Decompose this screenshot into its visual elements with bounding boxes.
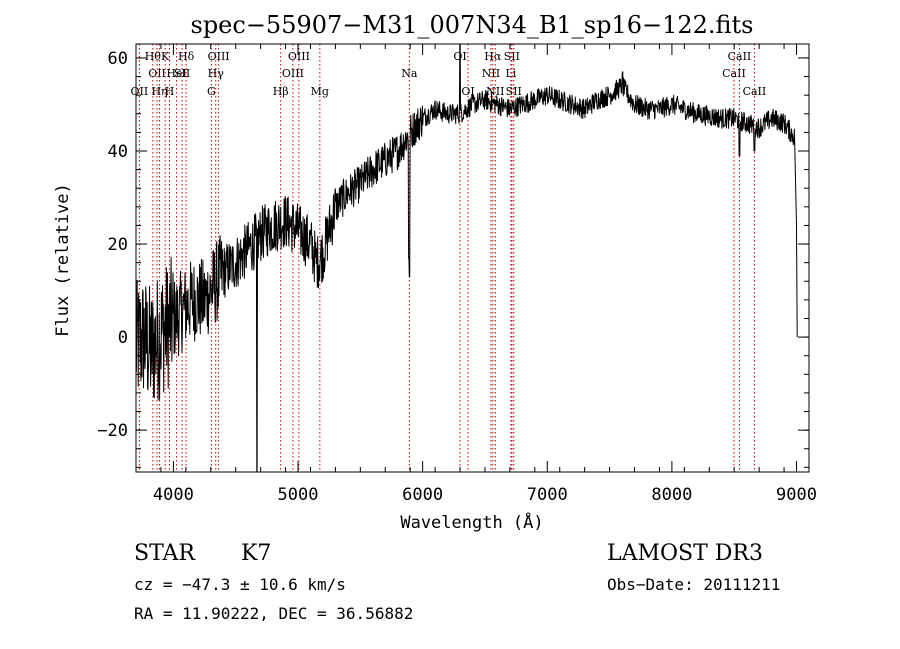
line-marker-label: Mg <box>311 85 329 98</box>
x-tick-label: 8000 <box>651 485 692 505</box>
line-marker-label: OIII <box>288 50 310 63</box>
line-marker-label: Hδ <box>178 50 195 63</box>
plot-axes: 4000 5000 6000 7000 8000 9000 −20 0 20 40 60 <box>97 44 817 505</box>
x-axis-label: Wavelength (Å) <box>400 511 543 533</box>
object-class: STAR <box>134 541 196 566</box>
line-marker-label: CaII <box>728 50 752 63</box>
line-marker-label: NII <box>486 85 504 98</box>
object-subclass: K7 <box>241 541 271 566</box>
line-marker-label: Hβ <box>273 85 289 98</box>
y-axis-label: Flux (relative) <box>53 183 73 337</box>
line-marker-label: SII <box>504 50 520 63</box>
x-tick-label: 9000 <box>776 485 817 505</box>
x-tick-label: 5000 <box>278 485 319 505</box>
redshift-line: cz = −47.3 ± 10.6 km/s <box>134 575 346 594</box>
line-marker-label: OIII <box>208 50 230 63</box>
line-marker-label: CaII <box>743 85 767 98</box>
line-marker-label: SII <box>174 67 190 80</box>
coordinates-line: RA = 11.90222, DEC = 36.56882 <box>134 604 413 623</box>
x-tick-label: 4000 <box>153 485 194 505</box>
survey-name: LAMOST DR3 <box>607 541 763 566</box>
line-marker-label: G <box>207 85 216 98</box>
line-marker-label: K <box>161 50 170 63</box>
line-marker-label: Na <box>401 67 418 80</box>
line-marker-label: OIII <box>282 67 304 80</box>
x-tick-label: 6000 <box>402 485 443 505</box>
y-tick-label: 60 <box>108 49 128 69</box>
x-tick-label: 7000 <box>527 485 568 505</box>
y-tick-label: −20 <box>97 421 128 441</box>
line-marker-label: Hγ <box>208 67 225 80</box>
line-marker-label: Hθ <box>145 50 162 63</box>
line-marker-label: NII <box>482 67 500 80</box>
y-tick-label: 20 <box>108 235 128 255</box>
line-marker-label: Hη <box>151 85 167 98</box>
y-tick-label: 0 <box>118 328 128 348</box>
chart-title: spec−55907−M31_007N34_B1_sp16−122.fits <box>191 11 754 39</box>
y-tick-label: 40 <box>108 142 128 162</box>
line-marker-label: SII <box>506 85 522 98</box>
spectrum-layer <box>135 43 798 473</box>
line-marker-label: H <box>165 85 175 98</box>
obs-date-line: Obs−Date: 20111211 <box>607 575 780 594</box>
line-marker-label: CaII <box>722 67 746 80</box>
line-marker-label: OII <box>131 85 149 98</box>
line-marker-label: OII <box>148 67 166 80</box>
spectrum-line <box>135 43 798 473</box>
line-marker-label: Hα <box>484 50 502 63</box>
line-marker-label: Li <box>505 67 516 80</box>
plot-frame <box>135 43 810 473</box>
